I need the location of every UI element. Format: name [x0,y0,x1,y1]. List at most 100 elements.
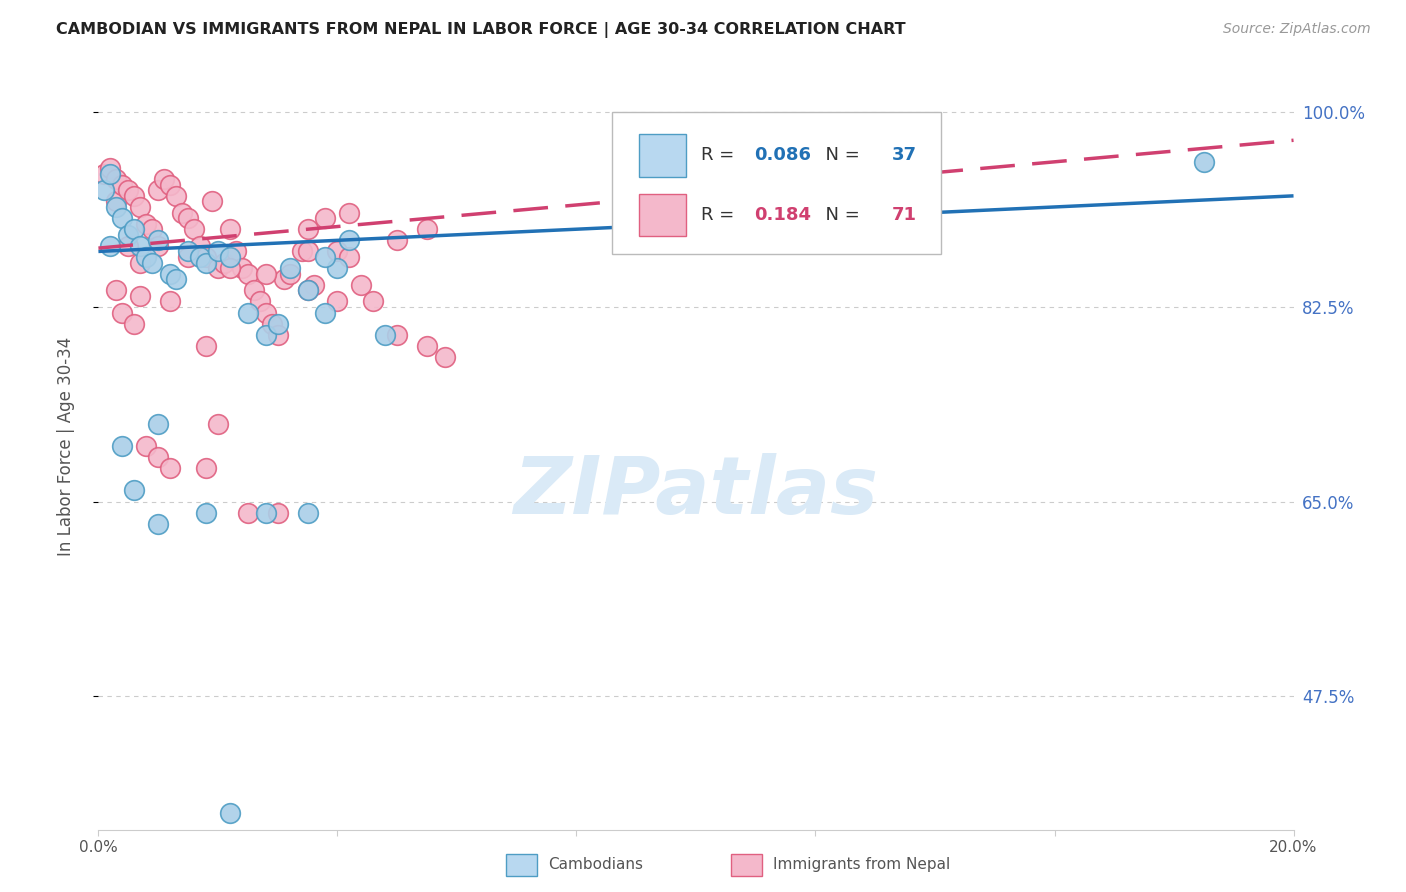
Point [188,239,211,253]
Point [326,261,349,276]
Point [98,161,122,175]
Point [297,244,319,259]
Point [212,255,235,269]
Point [148,233,170,247]
Point [105,284,128,298]
Point [297,506,319,520]
Point [111,439,134,453]
Text: CAMBODIAN VS IMMIGRANTS FROM NEPAL IN LABOR FORCE | AGE 30-34 CORRELATION CHART: CAMBODIAN VS IMMIGRANTS FROM NEPAL IN LA… [56,22,905,38]
Point [249,294,271,309]
Point [148,239,170,253]
Point [385,233,409,247]
Point [105,194,128,209]
Point [297,284,319,298]
Point [434,350,457,364]
Point [124,317,146,331]
Point [207,417,229,431]
Text: Cambodians: Cambodians [548,857,644,872]
Point [297,284,319,298]
Point [219,261,242,276]
Point [302,277,325,292]
Point [165,272,187,286]
Point [135,250,157,264]
Point [326,294,349,309]
Point [219,805,242,820]
Point [98,239,122,253]
Point [219,222,242,236]
Point [93,167,115,181]
Point [374,327,396,342]
Text: 37: 37 [891,146,917,164]
Text: 0.184: 0.184 [755,206,811,224]
Point [188,250,211,264]
Point [129,255,152,269]
Point [315,250,337,264]
Point [177,211,200,225]
Point [183,222,205,236]
Point [243,284,266,298]
Point [339,233,361,247]
Point [159,178,181,192]
Point [1192,155,1215,169]
Text: Source: ZipAtlas.com: Source: ZipAtlas.com [1223,22,1371,37]
Point [207,244,229,259]
Point [315,305,337,319]
Point [105,200,128,214]
Point [111,178,134,192]
Point [165,189,187,203]
Point [267,327,290,342]
Point [195,506,218,520]
Point [236,305,259,319]
Point [124,222,146,236]
Point [416,339,439,353]
Point [260,317,283,331]
FancyBboxPatch shape [613,112,941,254]
Point [117,183,139,197]
Point [129,239,152,253]
Point [117,227,139,242]
Point [254,267,277,281]
Point [291,244,314,259]
Point [153,172,176,186]
Text: 0.086: 0.086 [755,146,811,164]
Point [254,305,277,319]
Point [105,172,128,186]
Point [236,267,259,281]
Text: ZIPatlas: ZIPatlas [513,453,879,531]
Point [254,327,277,342]
Point [278,267,301,281]
Point [117,239,139,253]
Point [141,222,163,236]
Point [148,417,170,431]
Point [159,461,181,475]
Point [129,200,152,214]
Point [267,506,290,520]
Point [363,294,385,309]
Point [326,244,349,259]
Point [219,250,242,264]
Point [98,167,122,181]
Point [148,516,170,531]
Point [124,189,146,203]
Point [297,222,319,236]
Point [159,294,181,309]
Text: R =: R = [700,206,740,224]
Point [195,461,218,475]
Point [111,211,134,225]
Point [201,194,224,209]
Point [172,205,194,219]
Point [93,183,115,197]
Point [148,450,170,464]
Text: N =: N = [814,146,866,164]
Point [135,439,157,453]
Text: Immigrants from Nepal: Immigrants from Nepal [773,857,950,872]
Point [231,261,253,276]
Point [315,211,337,225]
Point [273,272,295,286]
Point [225,244,247,259]
FancyBboxPatch shape [638,194,686,236]
Point [195,250,218,264]
Point [195,339,218,353]
Point [385,327,409,342]
Point [159,267,181,281]
